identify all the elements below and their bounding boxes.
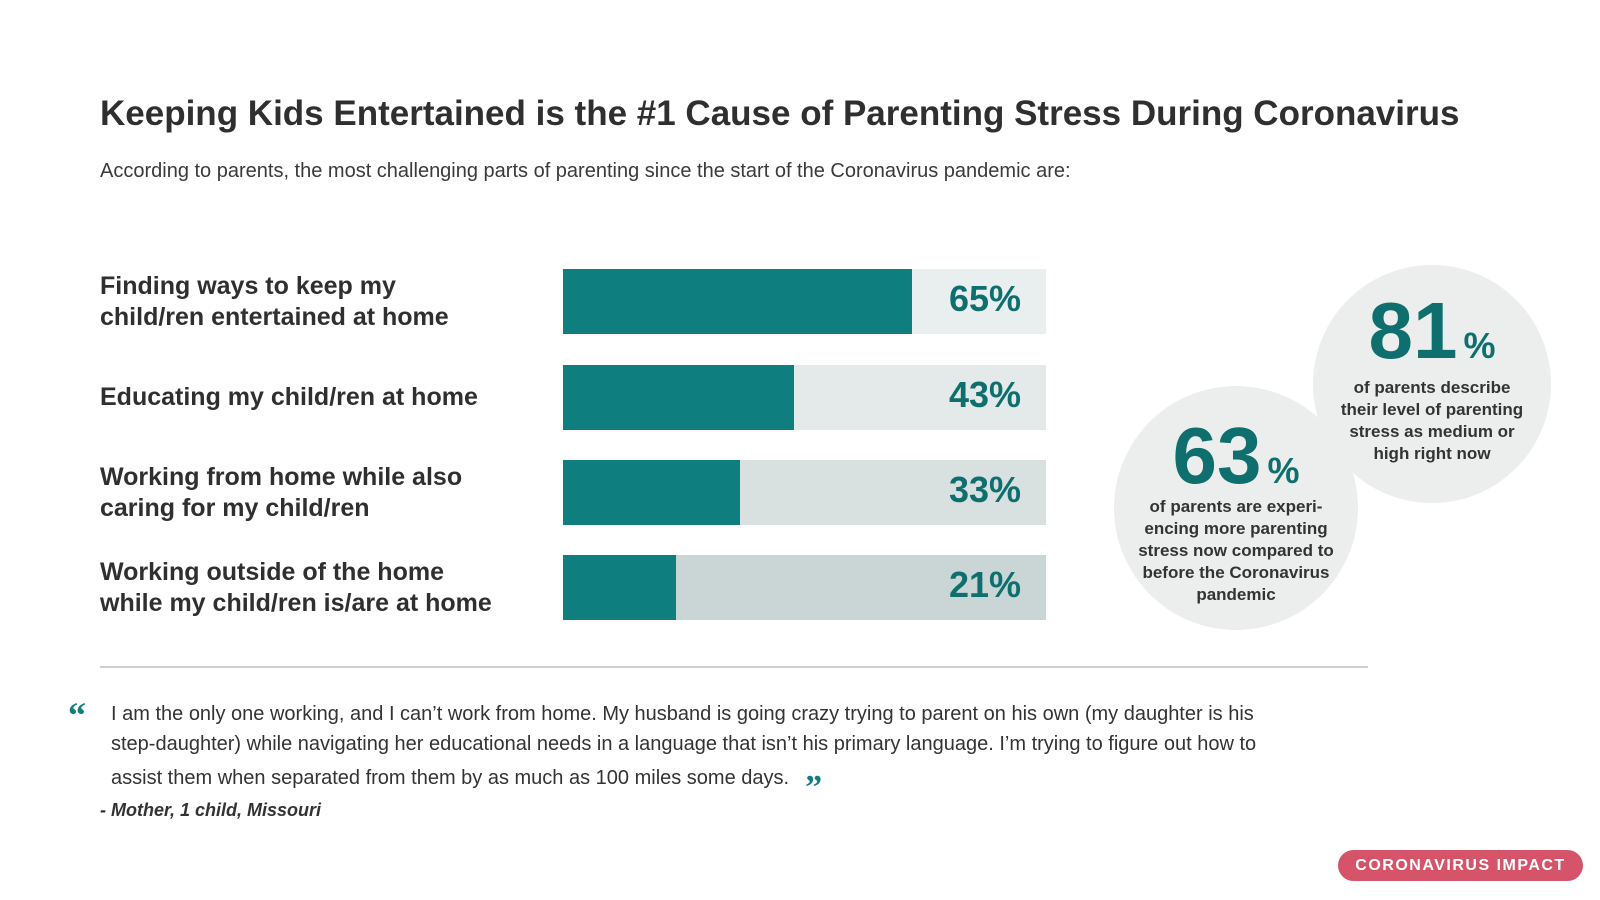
stat-number: 81% [1313,291,1551,371]
category-label: Finding ways to keep my child/ren entert… [100,271,449,331]
quote-attribution: - Mother, 1 child, Missouri [100,800,322,820]
value-label: 43% [948,374,1021,415]
quote-text: I am the only one working, and I can’t w… [111,700,1257,805]
stat-value: 81 [1368,286,1458,375]
stat-circle: 63% of parents are experi- encing more pa… [1114,386,1358,630]
category-label: Working from home while also caring for … [100,462,463,522]
open-quote: “ [68,695,86,735]
chart-title: Keeping Kids Entertained is the #1 Cause… [100,94,1460,133]
badge: CORONAVIRUS IMPACT [1338,850,1583,881]
stat-text: of parents are experi- encing more paren… [1138,497,1334,604]
stat-number: 63% [1114,416,1358,496]
chart-subtitle: According to parents, the most challengi… [100,160,1071,182]
quote-body: I am the only one working, and I can’t w… [111,703,1257,789]
bar [563,555,676,620]
divider [100,666,1368,668]
value-label: 65% [948,278,1021,319]
stat-unit: % [1463,325,1496,366]
bar [563,460,741,525]
value-label: 33% [948,469,1021,510]
category-label: Educating my child/ren at home [100,383,478,411]
stat-unit: % [1267,450,1300,491]
category-label: Working outside of the home while my chi… [100,557,492,617]
close-quote: ” [805,769,823,806]
bar [563,269,912,334]
stat-text: of parents describe their level of paren… [1340,378,1524,463]
stat-circle: 81% of parents describe their level of pa… [1313,265,1551,503]
bar [563,365,794,430]
value-label: 21% [948,564,1021,605]
stat-value: 63 [1172,411,1262,500]
